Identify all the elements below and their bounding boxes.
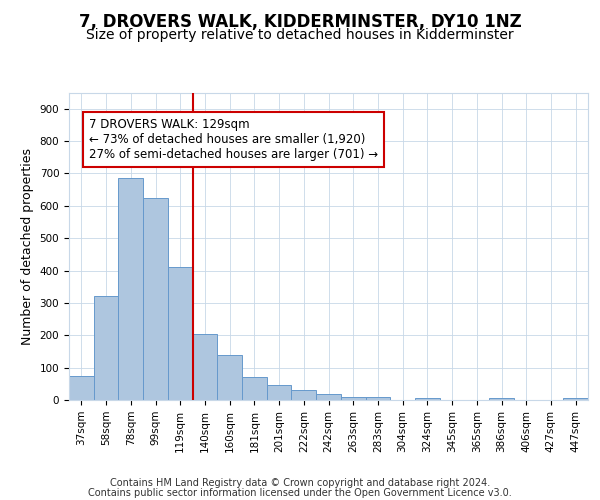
Bar [118, 178, 143, 400]
Text: Size of property relative to detached houses in Kidderminster: Size of property relative to detached ho… [86, 28, 514, 42]
Bar [69, 376, 94, 400]
Bar [94, 296, 118, 400]
Text: 7, DROVERS WALK, KIDDERMINSTER, DY10 1NZ: 7, DROVERS WALK, KIDDERMINSTER, DY10 1NZ [79, 12, 521, 30]
Text: Contains public sector information licensed under the Open Government Licence v3: Contains public sector information licen… [88, 488, 512, 498]
Bar [143, 198, 168, 400]
Bar [168, 268, 193, 400]
Bar [365, 398, 390, 400]
Bar [292, 390, 316, 400]
Bar [193, 334, 217, 400]
Text: Contains HM Land Registry data © Crown copyright and database right 2024.: Contains HM Land Registry data © Crown c… [110, 478, 490, 488]
Y-axis label: Number of detached properties: Number of detached properties [21, 148, 34, 345]
Bar [217, 354, 242, 400]
Bar [341, 397, 365, 400]
Bar [316, 394, 341, 400]
Text: 7 DROVERS WALK: 129sqm
← 73% of detached houses are smaller (1,920)
27% of semi-: 7 DROVERS WALK: 129sqm ← 73% of detached… [89, 118, 378, 162]
Bar [267, 386, 292, 400]
Bar [415, 398, 440, 400]
Bar [242, 378, 267, 400]
Bar [489, 398, 514, 400]
Bar [563, 398, 588, 400]
